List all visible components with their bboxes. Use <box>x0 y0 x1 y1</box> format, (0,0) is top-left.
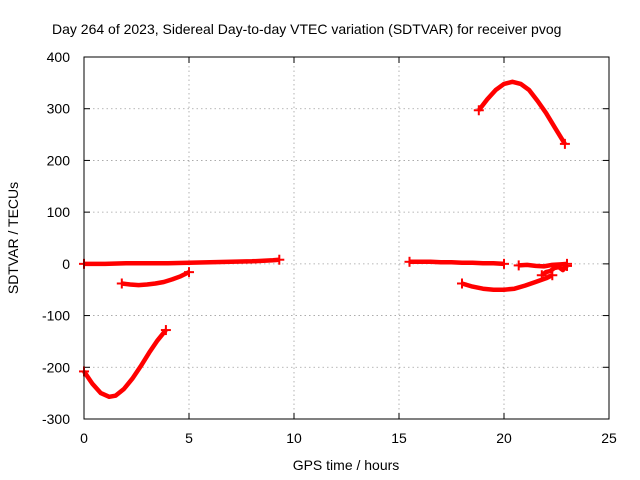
x-tick-label: 20 <box>496 430 512 446</box>
x-tick-label: 5 <box>185 430 193 446</box>
y-tick-label: 200 <box>47 152 71 168</box>
grid <box>84 57 609 419</box>
data-point-marker <box>160 325 171 336</box>
data-series-3 <box>121 270 191 288</box>
y-tick-label: -200 <box>42 359 70 375</box>
y-tick-label: 400 <box>47 49 71 65</box>
x-tick-label: 0 <box>80 430 88 446</box>
data-series-7 <box>540 264 569 278</box>
axis-ticks <box>83 56 610 420</box>
data-point-marker <box>184 267 194 278</box>
data-point-marker <box>499 258 509 269</box>
data-point-marker <box>562 260 572 271</box>
chart-title: Day 264 of 2023, Sidereal Day-to-day VTE… <box>52 21 561 37</box>
y-tick-labels: -300 -200 -100 0 100 200 300 400 <box>42 49 70 427</box>
x-tick-labels: 0 5 10 15 20 25 <box>80 430 617 446</box>
data-point-marker <box>404 256 415 267</box>
data-point-marker <box>274 254 285 265</box>
y-tick-label: 300 <box>47 101 71 117</box>
x-tick-label: 25 <box>601 430 617 446</box>
data-series-6 <box>518 261 568 269</box>
data-point-marker <box>116 278 127 289</box>
data-point-marker <box>536 270 547 281</box>
data-series-5 <box>461 273 554 292</box>
y-tick-label: -300 <box>42 411 70 427</box>
y-tick-label: 0 <box>62 256 70 272</box>
data-point-marker <box>513 260 524 271</box>
data-series-1 <box>82 328 168 400</box>
data-point-marker <box>457 278 467 289</box>
y-tick-label: 100 <box>47 204 71 220</box>
y-tick-label: -100 <box>42 308 70 324</box>
series-layer <box>79 79 572 400</box>
plot-frame <box>83 56 610 420</box>
y-axis-label: SDTVAR / TECUs <box>5 182 21 294</box>
x-axis-label: GPS time / hours <box>293 457 400 473</box>
data-series-8 <box>477 79 567 146</box>
data-series-2 <box>84 257 280 267</box>
data-series-4 <box>409 259 505 267</box>
data-point-marker <box>473 105 484 116</box>
x-tick-label: 10 <box>286 430 302 446</box>
data-point-marker <box>559 138 570 149</box>
x-tick-label: 15 <box>391 430 407 446</box>
